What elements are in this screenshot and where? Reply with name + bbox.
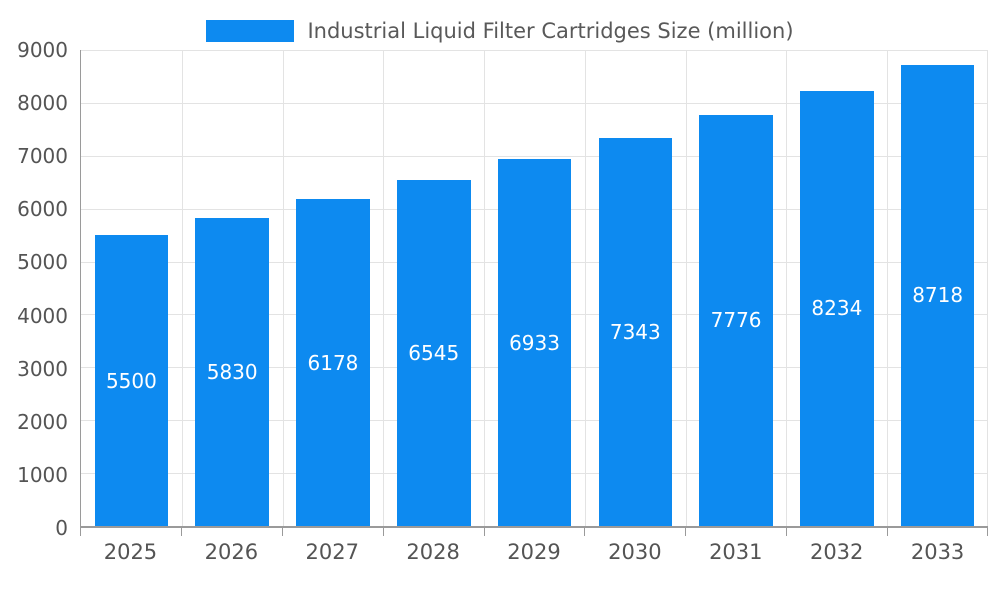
- x-tick-label: 2026: [204, 540, 259, 564]
- x-axis-tick-mark: [584, 528, 586, 536]
- y-tick-label: 5000: [17, 250, 68, 275]
- vertical-gridline: [584, 50, 586, 526]
- x-tick-label: 2032: [809, 540, 864, 564]
- x-tick-label: 2033: [910, 540, 965, 564]
- y-tick-label: 4000: [17, 303, 68, 328]
- bar-2025[interactable]: 5500: [94, 235, 169, 526]
- horizontal-gridline: [81, 50, 988, 51]
- legend-label: Industrial Liquid Filter Cartridges Size…: [307, 19, 794, 43]
- x-axis-tick-mark: [483, 528, 485, 536]
- bar-value-label: 6178: [307, 350, 359, 375]
- x-axis-tick-mark: [786, 528, 788, 536]
- x-axis-tick-mark: [685, 528, 687, 536]
- bar-value-label: 7776: [710, 308, 762, 333]
- bar-value-label: 6545: [408, 340, 460, 365]
- x-axis-labels: 2025 2026 2027 2028 2029 2030 2031 2032 2033: [80, 528, 988, 578]
- vertical-gridline: [786, 50, 788, 526]
- bar-slot: 6178: [283, 50, 384, 526]
- bar-2027[interactable]: 6178: [296, 199, 370, 526]
- bar-2028[interactable]: 6545: [396, 179, 471, 526]
- bar-2026[interactable]: 5830: [195, 217, 269, 526]
- bar-slot: 7776: [686, 50, 787, 526]
- y-tick-label: 9000: [17, 38, 68, 62]
- bar-slot: 6545: [383, 50, 484, 526]
- bar-2029[interactable]: 6933: [497, 159, 572, 526]
- vertical-gridline: [887, 50, 889, 526]
- y-tick-label: 6000: [17, 197, 68, 222]
- vertical-gridline: [383, 50, 385, 526]
- bar-value-label: 8234: [811, 296, 863, 321]
- bar-slot: 5830: [182, 50, 283, 526]
- x-axis-tick-mark: [382, 528, 384, 536]
- vertical-gridline: [181, 50, 183, 526]
- y-tick-label: 3000: [17, 356, 68, 381]
- bar-value-label: 6933: [509, 330, 560, 355]
- vertical-gridline: [685, 50, 687, 526]
- y-tick-label: 2000: [17, 409, 68, 434]
- vertical-gridline: [987, 50, 988, 526]
- bar-2032[interactable]: 8234: [800, 90, 874, 526]
- bar-chart: 0 1000 2000 3000 4000 5000 6000 7000 8000 9000 55…: [0, 40, 988, 578]
- chart-legend[interactable]: Industrial Liquid Filter Cartridges Size…: [0, 0, 1000, 46]
- bar-slots: 5500 5830 6178 6545 6933 7343 7776 8234 8718: [81, 50, 988, 526]
- bar-2030[interactable]: 7343: [598, 137, 673, 526]
- x-axis-tick-mark: [180, 528, 182, 536]
- x-axis-tick-mark: [887, 528, 889, 536]
- y-axis-labels: 0 1000 2000 3000 4000 5000 6000 7000 8000 9000: [0, 40, 80, 538]
- x-tick-label: 2030: [608, 540, 662, 564]
- bar-value-label: 5500: [105, 368, 157, 393]
- x-tick-label: 2025: [103, 540, 158, 564]
- horizontal-gridline: [81, 155, 988, 157]
- bar-slot: 6933: [484, 50, 585, 526]
- bar-value-label: 8718: [912, 283, 964, 308]
- y-tick-label: 7000: [17, 144, 68, 169]
- x-tick-label: 2031: [709, 540, 763, 564]
- vertical-gridline: [282, 50, 284, 526]
- x-tick-label: 2029: [507, 540, 561, 564]
- x-axis-tick-mark: [80, 528, 81, 536]
- bar-slot: 8234: [786, 50, 887, 526]
- horizontal-gridline: [81, 102, 988, 104]
- x-axis-tick-mark: [987, 528, 988, 536]
- bar-slot: 7343: [585, 50, 686, 526]
- x-tick-label: 2027: [305, 540, 359, 564]
- y-tick-label: 8000: [17, 91, 68, 116]
- plot-area: 5500 5830 6178 6545 6933 7343 7776 8234 8718: [80, 50, 988, 528]
- legend-swatch-icon: [206, 20, 295, 42]
- y-tick-label: 0: [55, 516, 68, 540]
- x-axis-tick-mark: [281, 528, 283, 536]
- bar-value-label: 7343: [609, 319, 661, 344]
- bar-slot: 5500: [81, 50, 182, 526]
- bar-2031[interactable]: 7776: [699, 114, 773, 526]
- vertical-gridline: [484, 50, 486, 526]
- bar-value-label: 5830: [206, 359, 258, 384]
- x-tick-label: 2028: [406, 540, 460, 564]
- y-tick-label: 1000: [17, 462, 68, 487]
- bar-slot: 8718: [887, 50, 988, 526]
- bar-2033[interactable]: 8718: [900, 64, 975, 526]
